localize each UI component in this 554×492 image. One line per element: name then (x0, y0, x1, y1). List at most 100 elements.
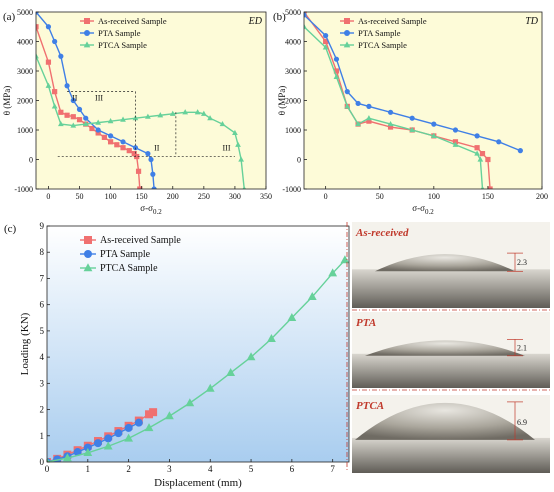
legend-label-1: PTA Sample (358, 28, 401, 38)
data-point-c-2-6 (165, 411, 174, 420)
data-point-a-0-2 (52, 89, 58, 95)
data-point-a-2-15 (200, 110, 207, 116)
data-point-a-1-5 (70, 97, 76, 104)
data-point-a-2-17 (219, 120, 226, 127)
x-tick-label-c-1: 1 (86, 464, 91, 474)
y-tick-label-c-2: 2 (40, 405, 45, 415)
data-point-a-1-14 (150, 171, 156, 177)
photo-plate (352, 269, 550, 308)
data-point-c-2-2 (83, 448, 93, 457)
photo-0: 2.3 As-received (352, 222, 550, 308)
x-tick-label-a-4: 200 (167, 192, 179, 201)
y-tick-label-b-3: 2000 (285, 97, 301, 106)
data-point-a-1-10 (120, 139, 126, 145)
data-point-a-0-9 (95, 130, 101, 136)
data-point-b-2-4 (355, 120, 361, 127)
data-point-a-0-16 (134, 153, 140, 160)
data-point-a-0-6 (76, 117, 83, 123)
legend-marker-1 (344, 30, 350, 36)
data-point-c-1-6 (104, 434, 113, 443)
data-point-c-2-5 (144, 423, 154, 432)
photo-dome (375, 254, 515, 272)
annotation-II-b: II (154, 144, 160, 153)
y-tick-label-c-9: 9 (40, 221, 45, 231)
data-point-c-2-1 (63, 453, 72, 462)
legend-marker-2 (83, 41, 91, 48)
y-tick-label-a-1: 0 (29, 156, 33, 165)
y-tick-label-b-0: -1000 (282, 185, 301, 194)
data-point-b-0-2 (333, 68, 340, 74)
data-point-a-1-15 (151, 186, 157, 189)
x-tick-label-b-0: 0 (324, 192, 328, 201)
data-point-a-2-7 (107, 118, 114, 124)
data-point-c-2-10 (246, 352, 256, 361)
data-point-c-2-7 (185, 398, 195, 407)
data-point-c-2-13 (307, 292, 317, 300)
x-tick-label-a-6: 300 (229, 192, 241, 201)
panel-label: (a) (3, 11, 16, 23)
x-tick-label-a-2: 100 (105, 192, 117, 201)
photo-dome (365, 340, 525, 356)
data-point-a-2-16 (207, 115, 213, 121)
legend-label-1: PTA Sample (100, 249, 151, 260)
legend-marker-2 (83, 263, 93, 272)
data-point-a-2-8 (120, 116, 126, 122)
y-tick-label-c-6: 6 (40, 300, 45, 310)
x-tick-label-c-0: 0 (45, 464, 50, 474)
x-tick-label-b-3: 150 (482, 192, 494, 201)
legend-label-2: PTCA Sample (358, 40, 407, 50)
annotation-III-b: III (222, 144, 230, 153)
series-line-a-2 (36, 55, 245, 189)
y-tick-label-a-2: 1000 (17, 126, 33, 135)
data-point-a-2-18 (232, 129, 238, 136)
panel-label: (c) (4, 223, 17, 235)
x-tick-label-b-1: 50 (376, 192, 384, 201)
data-point-a-2-10 (145, 113, 151, 119)
data-point-c-0-10 (145, 410, 154, 419)
legend: As-received Sample PTA Sample PTCA Sample (80, 16, 167, 50)
x-axis-label-sub: 0.2 (153, 208, 162, 216)
y-axis-label: θ (MPa) (2, 86, 12, 116)
y-tick-label-c-3: 3 (40, 378, 45, 388)
data-point-a-2-0 (36, 53, 39, 59)
x-axis-label-main: σ-σ (140, 203, 153, 213)
data-point-a-2-2 (51, 103, 58, 109)
data-point-a-0-10 (101, 134, 107, 140)
legend-label-0: As-received Sample (98, 16, 167, 26)
data-point-a-0-12 (114, 142, 120, 148)
data-point-b-2-12 (480, 185, 485, 189)
data-point-a-1-0 (36, 12, 39, 15)
y-tick-label-a-3: 2000 (17, 97, 33, 106)
x-tick-label-c-2: 2 (126, 464, 131, 474)
data-point-b-1-8 (431, 121, 437, 127)
data-point-b-2-7 (409, 126, 416, 133)
height-value: 2.3 (517, 258, 527, 267)
y-tick-label-c-4: 4 (40, 352, 45, 362)
panel-c: 0 1 2 3 4 5 6 7 0 1 2 3 4 5 6 7 8 9 Displacement (mm) Loadi… (4, 221, 350, 489)
x-tick-label-a-0: 0 (46, 192, 50, 201)
data-point-b-2-11 (477, 156, 484, 162)
data-point-c-2-12 (287, 312, 297, 321)
sample-photos: 2.3 As-received 2.1 PTA 6.9 PTCA (346, 222, 550, 473)
x-tick-label-c-4: 4 (208, 464, 213, 474)
data-point-b-1-9 (452, 127, 459, 133)
data-point-a-2-3 (58, 120, 64, 127)
data-point-b-0-6 (387, 124, 394, 130)
y-axis-label: Loading (KN) (19, 312, 31, 375)
x-tick-label-b-4: 200 (536, 192, 548, 201)
annotation-II-a: II (72, 94, 78, 103)
data-point-a-1-8 (95, 127, 101, 133)
data-point-a-0-13 (120, 145, 126, 151)
data-point-b-1-1 (323, 33, 329, 39)
data-point-b-2-2 (333, 73, 340, 79)
legend-marker-2 (343, 41, 351, 48)
photo-label: PTCA (356, 400, 384, 412)
series-line-c-2 (47, 259, 346, 462)
data-point-c-2-15 (340, 255, 349, 264)
legend-label-0: As-received Sample (358, 16, 427, 26)
data-point-b-1-10 (474, 133, 480, 139)
y-tick-label-c-5: 5 (40, 326, 45, 336)
data-point-b-1-6 (387, 109, 394, 115)
legend-marker-0 (84, 236, 92, 244)
x-axis-label: σ-σ0.2 (140, 203, 162, 216)
